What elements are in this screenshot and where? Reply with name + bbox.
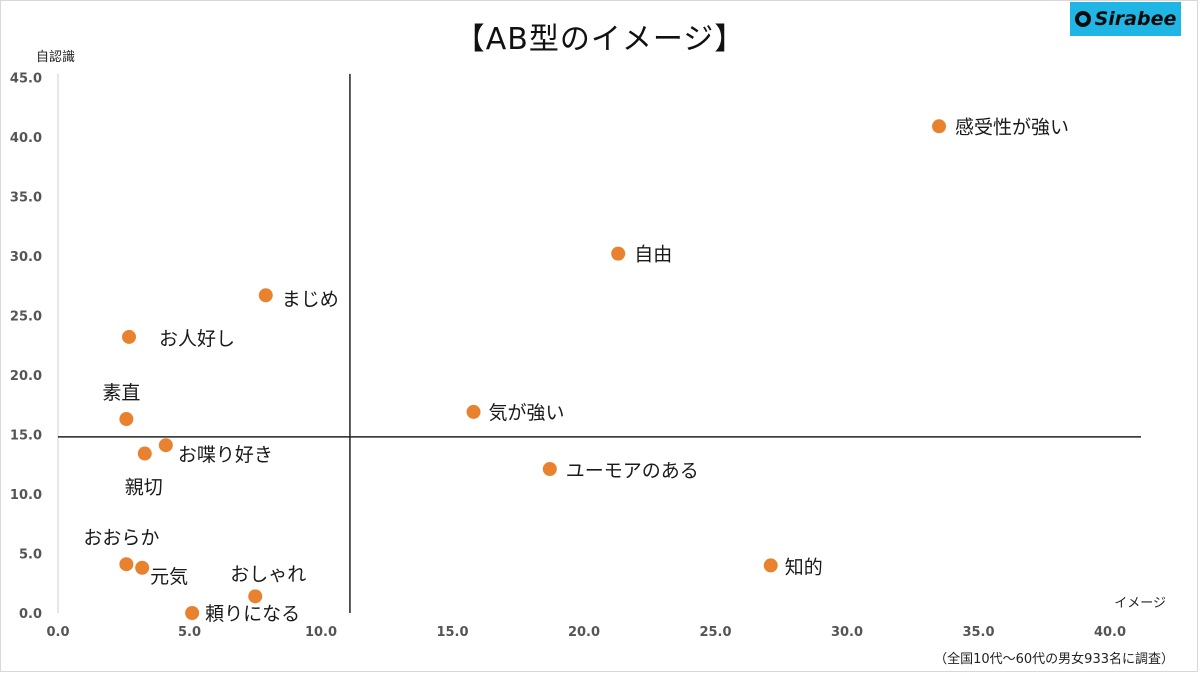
brand-name: Sirabee [1094, 8, 1177, 30]
y-axis-label: 自認識 [36, 50, 76, 65]
data-point-label: お人好し [159, 328, 235, 350]
x-tick-label: 40.0 [1094, 625, 1126, 640]
y-tick-label: 45.0 [10, 72, 42, 87]
y-tick-label: 40.0 [10, 131, 42, 146]
x-tick-label: 15.0 [436, 625, 468, 640]
data-point [137, 446, 152, 461]
data-point [135, 560, 150, 575]
x-tick-label: 35.0 [962, 625, 994, 640]
y-tick-label: 5.0 [19, 548, 42, 563]
data-point-label: 元気 [150, 566, 188, 588]
chart-title: 【AB型のイメージ】 [454, 22, 746, 57]
data-point [185, 606, 200, 620]
data-point-label: まじめ [282, 288, 339, 310]
data-point [932, 119, 947, 134]
data-point-label: 自由 [634, 244, 672, 266]
data-point-label: お喋り好き [178, 444, 273, 466]
survey-note: （全国10代〜60代の男女933名に調査） [934, 652, 1174, 667]
data-point [542, 462, 557, 477]
x-tick-label: 30.0 [831, 625, 863, 640]
data-point [119, 557, 134, 572]
brand-mark-icon [1074, 11, 1091, 27]
data-point [248, 589, 263, 604]
data-point-label: 感受性が強い [955, 116, 1069, 138]
x-tick-label: 25.0 [699, 625, 731, 640]
data-point-label: おしゃれ [230, 563, 306, 585]
data-point-label: 親切 [125, 477, 163, 499]
data-point-label: 気が強い [489, 402, 565, 424]
data-point-label: 頼りになる [205, 603, 300, 625]
x-tick-label: 5.0 [178, 625, 201, 640]
data-point-label: 知的 [785, 556, 823, 578]
data-point-label: ユーモアのある [566, 460, 699, 482]
data-point [466, 404, 481, 419]
data-point [763, 558, 778, 573]
y-tick-label: 10.0 [10, 488, 42, 503]
y-tick-label: 30.0 [10, 250, 42, 265]
y-tick-label: 15.0 [10, 429, 42, 444]
y-tick-label: 35.0 [10, 191, 42, 206]
x-tick-label: 0.0 [46, 625, 69, 640]
data-point-label: おおらか [83, 527, 159, 549]
data-point [119, 412, 134, 427]
x-axis-label: イメージ [1114, 596, 1166, 611]
y-tick-label: 25.0 [10, 310, 42, 325]
data-point-label: 素直 [102, 382, 140, 404]
data-point [258, 288, 273, 303]
data-point [611, 246, 626, 261]
data-point [158, 438, 173, 453]
brand-logo: Sirabee [1070, 2, 1181, 36]
y-tick-label: 0.0 [19, 607, 42, 622]
x-tick-label: 20.0 [568, 625, 600, 640]
data-point [122, 329, 137, 344]
y-tick-label: 20.0 [10, 369, 42, 384]
x-tick-label: 10.0 [305, 625, 337, 640]
